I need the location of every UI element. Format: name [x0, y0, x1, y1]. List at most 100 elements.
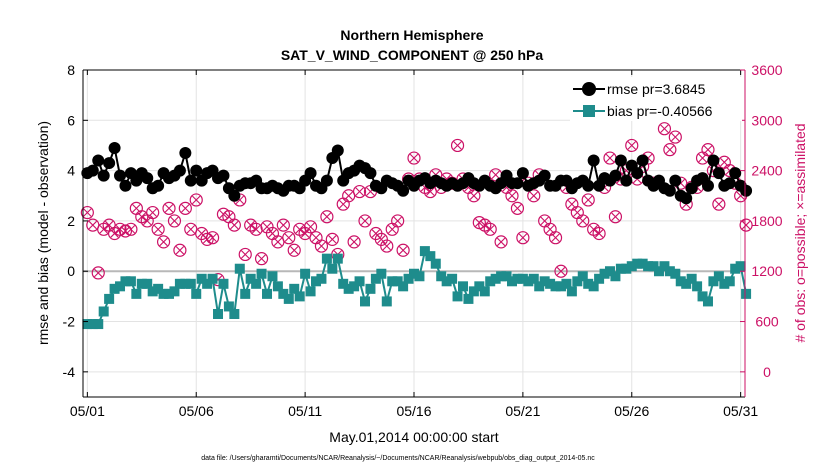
obs-possible-point [156, 235, 171, 249]
rmse-point [723, 177, 736, 190]
obs-possible-point [581, 193, 595, 207]
obs-assimilated-stroke [475, 218, 484, 227]
obs-assimilated-point [475, 218, 484, 227]
obs-assimilated-point [143, 216, 152, 226]
bias-point [539, 276, 550, 287]
obs-assimilated-stroke [507, 191, 517, 200]
obs-assimilated-stroke [170, 216, 179, 226]
obs-assimilated-point [377, 235, 386, 244]
obs-possible-point [352, 184, 367, 199]
obs-possible-point [178, 201, 192, 215]
bias-point [501, 271, 512, 282]
obs-assimilated-point [208, 233, 217, 242]
bias-point [523, 276, 534, 287]
bias-point [109, 283, 120, 294]
bias-point [213, 308, 224, 319]
bias-point [430, 258, 441, 269]
obs-possible-point [167, 214, 182, 228]
obs-assimilated-stroke [529, 191, 538, 200]
obs-assimilated-point [311, 233, 321, 242]
obs-assimilated-stroke [371, 229, 381, 238]
obs-possible-point [467, 189, 481, 203]
bias-point [457, 281, 468, 292]
obs-possible-point [625, 138, 639, 153]
obs-assimilated-point [99, 225, 108, 234]
obs-assimilated-point [290, 246, 299, 255]
bias-point [332, 253, 343, 264]
rmse-point [669, 174, 682, 187]
obs-assimilated-point [573, 208, 582, 217]
y2-tick-label: 1800 [751, 213, 782, 229]
bias-point [452, 291, 463, 302]
obs-assimilated-point [491, 170, 500, 179]
x-tick-label: 05/06 [179, 403, 214, 419]
obs-assimilated-stroke [257, 254, 266, 263]
obs-assimilated-stroke [660, 124, 669, 133]
legend-bias-label: bias pr=-0.40566 [607, 103, 713, 119]
obs-assimilated-stroke [241, 250, 250, 259]
obs-possible-point [325, 232, 339, 246]
obs-possible-point [407, 151, 421, 165]
obs-assimilated-point [192, 195, 201, 205]
obs-assimilated-stroke [115, 225, 125, 234]
bias-point [365, 283, 376, 294]
obs-assimilated-point [398, 246, 408, 255]
obs-possible-point [505, 189, 519, 203]
bias-point [360, 296, 371, 307]
obs-assimilated-stroke [273, 237, 283, 247]
obs-assimilated-point [110, 229, 119, 238]
obs-assimilated-point [507, 191, 517, 200]
rmse-point [707, 154, 720, 167]
obs-assimilated-stroke [300, 229, 310, 238]
obs-possible-point [739, 218, 753, 232]
obs-assimilated-point [360, 216, 370, 226]
obs-assimilated-stroke [360, 216, 370, 226]
bias-point [82, 319, 93, 330]
x-axis-label: May.01,2014 00:00:00 start [329, 429, 499, 445]
obs-assimilated-point [94, 268, 103, 278]
obs-possible-point [118, 224, 133, 238]
chart-subtitle: SAT_V_WIND_COMPONENT @ 250 hPa [281, 47, 544, 63]
obs-assimilated-stroke [262, 222, 272, 231]
obs-assimilated-point [513, 204, 522, 213]
obs-assimilated-point [88, 220, 97, 230]
obs-assimilated-stroke [594, 229, 604, 238]
rmse-point [184, 174, 197, 187]
bias-point [349, 281, 360, 292]
obs-assimilated-stroke [349, 237, 359, 247]
obs-assimilated-point [164, 204, 174, 213]
bias-point [517, 273, 528, 284]
obs-possible-point [527, 189, 541, 203]
bias-point [697, 291, 708, 302]
bias-point [218, 278, 229, 289]
obs-assimilated-stroke [398, 246, 408, 255]
obs-possible-point [516, 231, 530, 245]
obs-assimilated-stroke [110, 229, 119, 238]
rmse-point [582, 179, 595, 192]
bias-point [681, 278, 692, 289]
obs-assimilated-point [605, 153, 615, 163]
bias-point [267, 271, 278, 282]
obs-assimilated-point [262, 222, 272, 231]
bias-point [376, 268, 387, 279]
y2-tick-label: 600 [755, 314, 779, 330]
obs-assimilated-stroke [453, 141, 462, 150]
rmse-point [729, 167, 742, 180]
obs-assimilated-point [339, 199, 348, 209]
obs-assimilated-point [518, 233, 528, 242]
bias-point [496, 271, 507, 282]
bias-point [463, 293, 474, 304]
bias-point [686, 273, 697, 284]
obs-assimilated-stroke [611, 212, 620, 221]
bias-point [343, 283, 354, 294]
obs-assimilated-point [300, 229, 310, 238]
obs-assimilated-stroke [224, 212, 234, 221]
bias-point [321, 253, 332, 264]
obs-assimilated-stroke [665, 145, 675, 154]
obs-possible-point [554, 264, 568, 278]
obs-assimilated-point [186, 225, 195, 234]
bias-point [653, 266, 664, 277]
obs-possible-point [320, 210, 334, 224]
obs-possible-point [227, 218, 241, 232]
rmse-point [114, 169, 127, 182]
